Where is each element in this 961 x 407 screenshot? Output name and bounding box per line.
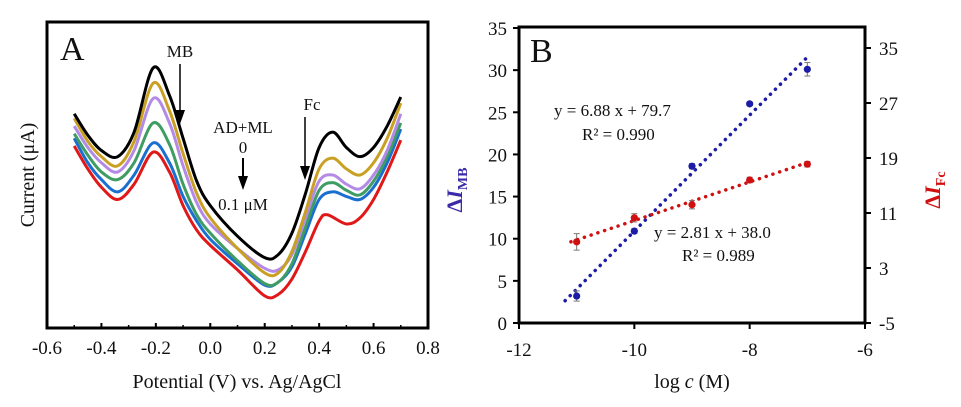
x-tick-label: 0.4 [307,338,331,359]
x-tick-label: 0.8 [416,338,440,359]
voltammogram-curve-2 [72,128,403,288]
panel-a-y-label: Current (μA) [17,123,39,228]
y-right-tick-label: 27 [879,94,898,115]
panel-b-y-label-left: ΔIMB [442,168,471,213]
equation-mb: y = 6.88 x + 79.7 [554,101,671,120]
x-tick-label: 0.6 [362,338,386,359]
annotation-analyte: AD+ML [213,118,273,137]
y-left-tick-label: 25 [488,103,507,124]
x-tick-label: -0.4 [86,338,117,359]
y-left-tick-label: 35 [488,19,507,40]
y-right-tick-label: 11 [879,204,897,225]
data-point-mb [746,100,754,108]
data-point-mb [630,227,638,235]
data-point-mb [573,292,581,300]
y-right-tick-label: 19 [879,149,898,170]
y-left-tick-label: 0 [498,314,508,335]
panel-b-ticks: -12 -10 -8 -6 0 5 10 15 20 25 30 35 -5 3 11 19 27 35 [488,19,898,361]
annotation-fc: Fc [304,95,321,114]
x-tick-label: 0.2 [253,338,277,359]
voltammogram-curve-3 [72,121,403,288]
annotation-mb: MB [167,42,193,61]
y-right-tick-label: 35 [879,39,898,60]
r2-mb: R² = 0.990 [582,125,655,144]
x-tick-label: -12 [506,340,531,361]
x-tick-label: -0.6 [32,338,62,359]
equation-fc: y = 2.81 x + 38.0 [654,223,771,242]
data-point-fc [746,176,754,184]
panel-a-curves [72,65,403,300]
fit-line-fc [569,160,810,244]
panel-a-label: A [60,31,85,68]
arrow-concentration [238,158,248,190]
voltammogram-curve-5 [72,80,403,278]
panel-b-y-label-right: ΔIFc [920,171,949,208]
panel-a: A -0.6 -0.4 -0.2 0.0 0.2 0.4 0.6 0.8 Potential … [17,20,440,393]
y-left-tick-label: 5 [498,272,508,293]
data-point-mb [688,162,696,170]
panel-a-x-ticks: -0.6 -0.4 -0.2 0.0 0.2 0.4 0.6 0.8 [32,323,440,359]
data-point-fc [688,201,696,209]
voltammogram-curve-1 [72,139,403,300]
panel-b-marks [563,52,812,303]
arrow-mb [175,64,185,124]
data-point-fc [630,214,638,222]
x-tick-label: 0.0 [198,338,222,359]
y-left-tick-label: 15 [488,188,507,209]
x-tick-label: -6 [857,340,873,361]
data-point-fc [573,238,581,246]
panel-b-x-label: log c (M) [654,371,730,393]
annotation-conc-start: 0 [239,138,248,157]
x-tick-label: -8 [742,340,758,361]
y-left-tick-label: 30 [488,61,507,82]
panel-b-frame [517,25,867,325]
x-tick-label: -10 [622,340,647,361]
panel-a-x-label: Potential (V) vs. Ag/AgCl [133,371,342,393]
voltammogram-curve-4 [72,96,403,273]
data-point-fc [803,160,811,168]
y-left-tick-label: 20 [488,145,507,166]
voltammogram-curve-6 [72,65,403,261]
annotation-conc-end: 0.1 μM [218,195,268,214]
panel-b: B -12 -10 -8 -6 0 5 10 15 20 25 30 35 -5 3 11 19 27 35 y … [442,19,949,393]
fit-line-mb [563,52,812,303]
panel-b-label: B [530,33,553,70]
y-right-tick-label: 3 [879,259,889,280]
y-left-tick-label: 10 [488,230,507,251]
x-tick-label: -0.2 [141,338,171,359]
data-point-mb [803,65,811,73]
y-right-tick-label: -5 [879,314,895,335]
arrow-fc [300,117,310,180]
r2-fc: R² = 0.989 [682,246,755,265]
